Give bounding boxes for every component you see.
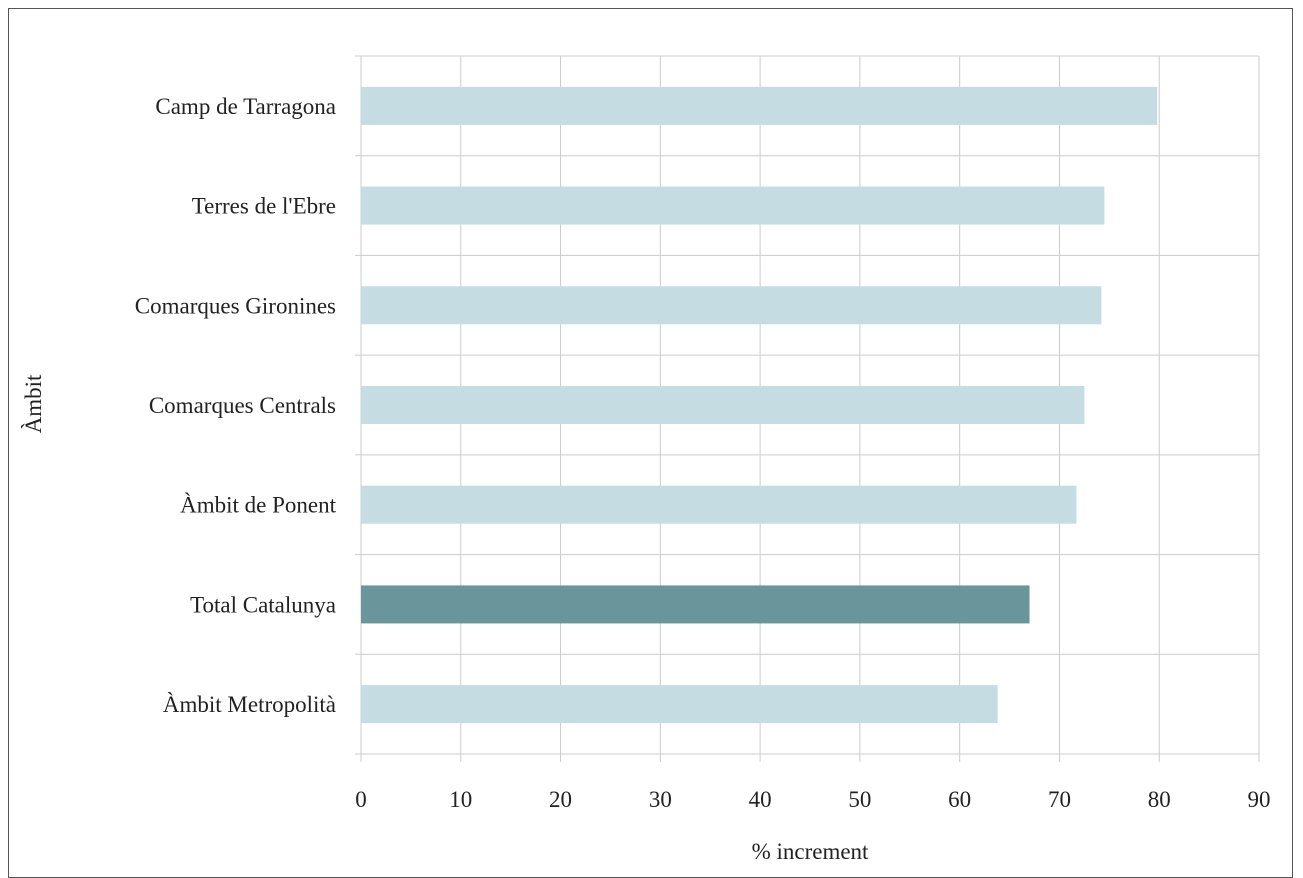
- x-tick-label: 90: [1248, 787, 1271, 812]
- bar-chart: Camp de Tarragona Terres de l'Ebre Comarqu…: [9, 9, 1294, 871]
- bars: [361, 87, 1157, 723]
- bar: [361, 386, 1084, 424]
- x-tick-label: 50: [848, 787, 871, 812]
- x-tick-label: 0: [355, 787, 367, 812]
- category-label: Camp de Tarragona: [155, 94, 336, 119]
- x-tick-label: 80: [1148, 787, 1171, 812]
- x-tick-label: 60: [948, 787, 971, 812]
- x-tick-label: 70: [1048, 787, 1071, 812]
- bar: [361, 486, 1076, 524]
- x-tick-labels: 0 10 20 30 40 50 60 70 80 90: [355, 787, 1270, 812]
- category-label: Comarques Centrals: [149, 393, 336, 418]
- category-label: Àmbit Metropolità: [163, 692, 336, 717]
- bar: [361, 585, 1030, 623]
- bar: [361, 286, 1101, 324]
- category-label: Terres de l'Ebre: [192, 194, 336, 219]
- x-tick-label: 20: [549, 787, 572, 812]
- category-label: Total Catalunya: [190, 592, 336, 617]
- bar: [361, 685, 998, 723]
- category-labels: Camp de Tarragona Terres de l'Ebre Comarqu…: [135, 94, 337, 717]
- x-axis-title: % increment: [752, 839, 869, 864]
- x-tick-label: 30: [649, 787, 672, 812]
- bar: [361, 187, 1104, 225]
- category-label: Comarques Gironines: [135, 293, 336, 318]
- x-tick-label: 10: [449, 787, 472, 812]
- chart-frame: Camp de Tarragona Terres de l'Ebre Comarqu…: [8, 8, 1293, 878]
- y-axis-title: Àmbit: [21, 374, 46, 433]
- category-label: Àmbit de Ponent: [180, 493, 336, 518]
- x-tick-label: 40: [749, 787, 772, 812]
- bar: [361, 87, 1157, 125]
